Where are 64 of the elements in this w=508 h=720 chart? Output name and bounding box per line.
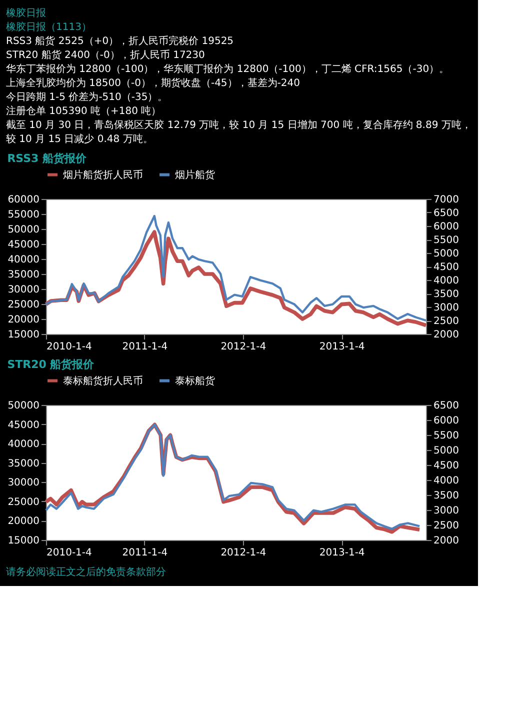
y2-tick-label: 5500 bbox=[434, 235, 459, 246]
y-tick-label: 25000 bbox=[8, 496, 40, 508]
text: RSS3 船货 2525（+0），折人民币完税价 19525 bbox=[6, 35, 234, 47]
y2-tick-label: 4500 bbox=[434, 262, 459, 273]
y2-tick-label: 5000 bbox=[434, 446, 459, 456]
y2-tick-label: 2500 bbox=[434, 316, 459, 327]
x-tick-label: 2011-1-4 bbox=[122, 342, 168, 352]
y-tick-label: 50000 bbox=[8, 224, 40, 236]
text: 上海全乳胶均价为 18500（-0），期货收盘（-45），基差为-240 bbox=[6, 77, 300, 89]
y-tick-label: 20000 bbox=[8, 516, 40, 528]
y2-tick-label: 3500 bbox=[434, 289, 459, 300]
legend-label: 泰标船货 bbox=[175, 374, 215, 387]
y-tick-label: 45000 bbox=[8, 420, 40, 431]
y2-tick-label: 4000 bbox=[434, 276, 459, 286]
y-tick-label: 15000 bbox=[8, 330, 40, 340]
y2-tick-label: 2000 bbox=[434, 330, 459, 340]
y2-tick-label: 3000 bbox=[434, 302, 459, 314]
y-tick-label: 30000 bbox=[8, 284, 40, 296]
text: 橡胶日报 bbox=[6, 7, 46, 19]
y-tick-label: 35000 bbox=[8, 270, 40, 280]
y2-tick-label: 6500 bbox=[434, 400, 459, 412]
y2-tick-label: 2000 bbox=[434, 536, 459, 546]
y2-tick-label: 5500 bbox=[434, 430, 459, 442]
y-tick-label: 60000 bbox=[8, 194, 40, 206]
y-tick-label: 55000 bbox=[8, 210, 40, 220]
x-tick-label: 2013-1-4 bbox=[319, 548, 365, 558]
y-tick-label: 30000 bbox=[8, 478, 40, 489]
y2-tick-label: 3000 bbox=[434, 506, 459, 516]
y2-tick-label: 3500 bbox=[434, 490, 459, 502]
text: 华东丁苯报价为 12800（-100），华东顺丁报价为 12800（-100），丁二烯 CFR:1565（-30）。 bbox=[6, 63, 450, 75]
y-tick-label: 50000 bbox=[8, 400, 40, 412]
legend-label: 泰标船货折人民币 bbox=[63, 374, 143, 387]
x-tick-label: 2010-1-4 bbox=[46, 342, 92, 352]
y-tick-label: 25000 bbox=[8, 300, 40, 310]
x-tick-label: 2011-1-4 bbox=[122, 548, 168, 558]
y-tick-label: 45000 bbox=[8, 240, 40, 250]
text: 请务必阅读正文之后的免责条款部分 bbox=[6, 566, 166, 578]
chart-title: RSS3 船货报价 bbox=[7, 152, 88, 165]
y-tick-label: 20000 bbox=[8, 314, 40, 326]
y2-tick-label: 2500 bbox=[434, 520, 459, 532]
y2-tick-label: 6000 bbox=[434, 416, 459, 426]
y-tick-label: 35000 bbox=[8, 458, 40, 470]
y2-tick-label: 4000 bbox=[434, 476, 459, 486]
y2-tick-label: 7000 bbox=[434, 194, 459, 206]
x-tick-label: 2010-1-4 bbox=[46, 548, 92, 558]
y2-tick-label: 4500 bbox=[434, 460, 459, 472]
text: 注册仓单 105390 吨（+180 吨） bbox=[6, 105, 162, 117]
text: 今日跨期 1-5 价差为-510（-35）。 bbox=[6, 91, 168, 103]
legend-label: 烟片船货 bbox=[175, 168, 215, 181]
y-tick-label: 40000 bbox=[8, 254, 40, 266]
text: 较 10 月 15 日减少 0.48 万吨。 bbox=[6, 133, 153, 145]
x-tick-label: 2013-1-4 bbox=[319, 342, 365, 352]
y-tick-label: 15000 bbox=[8, 536, 40, 546]
y2-tick-label: 6000 bbox=[434, 222, 459, 232]
text: STR20 船货 2400（-0），折人民币 17230 bbox=[6, 49, 205, 61]
legend-label: 烟片船货折人民币 bbox=[63, 168, 143, 181]
text: 截至 10 月 30 日，青岛保税区天胶 12.79 万吨，较 10 月 15 日增加 700 吨，复合库存约 8.89 万吨， bbox=[6, 119, 472, 131]
y2-tick-label: 6500 bbox=[434, 208, 459, 219]
x-tick-label: 2012-1-4 bbox=[220, 342, 266, 352]
x-tick-label: 2012-1-4 bbox=[220, 548, 266, 558]
chart-title: STR20 船货报价 bbox=[7, 358, 96, 371]
y-tick-label: 40000 bbox=[8, 439, 40, 450]
text: 橡胶日报（1113） bbox=[6, 21, 92, 33]
y2-tick-label: 5000 bbox=[434, 248, 459, 260]
